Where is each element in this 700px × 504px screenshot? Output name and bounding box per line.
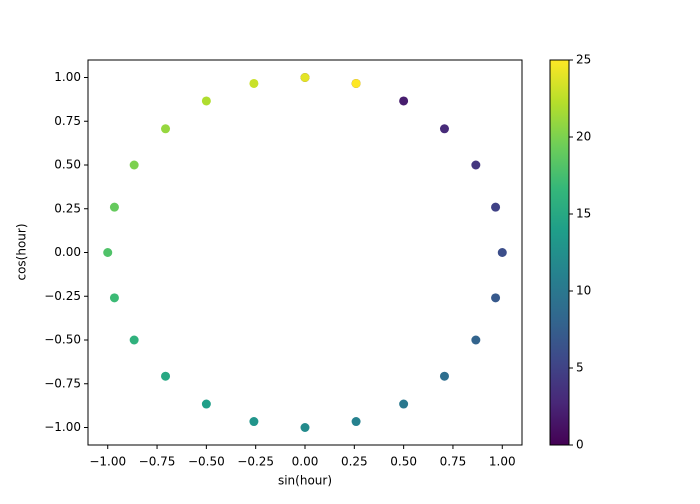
point bbox=[399, 96, 409, 106]
point bbox=[103, 248, 113, 257]
point bbox=[439, 371, 449, 381]
colorbar-tick-label: 15 bbox=[576, 207, 591, 221]
colorbar-tick-label: 0 bbox=[576, 438, 584, 452]
y-tick-label: 1.00 bbox=[54, 70, 81, 84]
point bbox=[109, 202, 119, 212]
point bbox=[351, 78, 361, 88]
point bbox=[129, 335, 139, 345]
y-tick-label: 0.50 bbox=[54, 158, 81, 172]
point bbox=[497, 248, 507, 257]
point bbox=[351, 417, 361, 427]
y-tick-label: −0.25 bbox=[44, 289, 81, 303]
colorbar-tick-label: 25 bbox=[576, 53, 591, 67]
colorbar bbox=[549, 59, 570, 446]
point bbox=[161, 371, 171, 381]
x-tick-label: −0.25 bbox=[237, 455, 274, 469]
y-tick-label: 0.25 bbox=[54, 201, 81, 215]
x-tick-label: 0.50 bbox=[390, 455, 417, 469]
x-tick-label: 1.00 bbox=[489, 455, 516, 469]
point bbox=[109, 293, 119, 303]
point bbox=[491, 293, 501, 303]
y-axis-label: cos(hour) bbox=[15, 223, 29, 280]
y-tick-label: −1.00 bbox=[44, 420, 81, 434]
point bbox=[201, 399, 211, 409]
x-tick-label: 0.25 bbox=[341, 455, 368, 469]
point bbox=[249, 78, 259, 88]
point bbox=[129, 160, 139, 170]
plot-frame bbox=[87, 59, 523, 446]
point bbox=[300, 73, 310, 82]
y-tick-label: −0.75 bbox=[44, 376, 81, 390]
x-tick-label: −0.50 bbox=[188, 455, 225, 469]
point bbox=[439, 124, 449, 134]
point bbox=[161, 124, 171, 134]
y-tick-label: −0.50 bbox=[44, 333, 81, 347]
point bbox=[399, 399, 409, 409]
point bbox=[249, 417, 259, 427]
y-tick-label: 0.75 bbox=[54, 114, 81, 128]
colorbar-tick-label: 10 bbox=[576, 284, 591, 298]
point bbox=[471, 335, 481, 345]
point bbox=[201, 96, 211, 106]
point bbox=[471, 160, 481, 170]
point bbox=[300, 423, 310, 432]
x-axis-label: sin(hour) bbox=[278, 474, 332, 488]
x-tick-label: −0.75 bbox=[139, 455, 176, 469]
x-tick-label: 0.00 bbox=[292, 455, 319, 469]
colorbar-tick-label: 5 bbox=[576, 361, 584, 375]
y-tick-label: 0.00 bbox=[54, 245, 81, 259]
x-tick-label: 0.75 bbox=[440, 455, 467, 469]
x-tick-label: −1.00 bbox=[89, 455, 126, 469]
point bbox=[491, 202, 501, 212]
colorbar-tick-label: 20 bbox=[576, 130, 591, 144]
